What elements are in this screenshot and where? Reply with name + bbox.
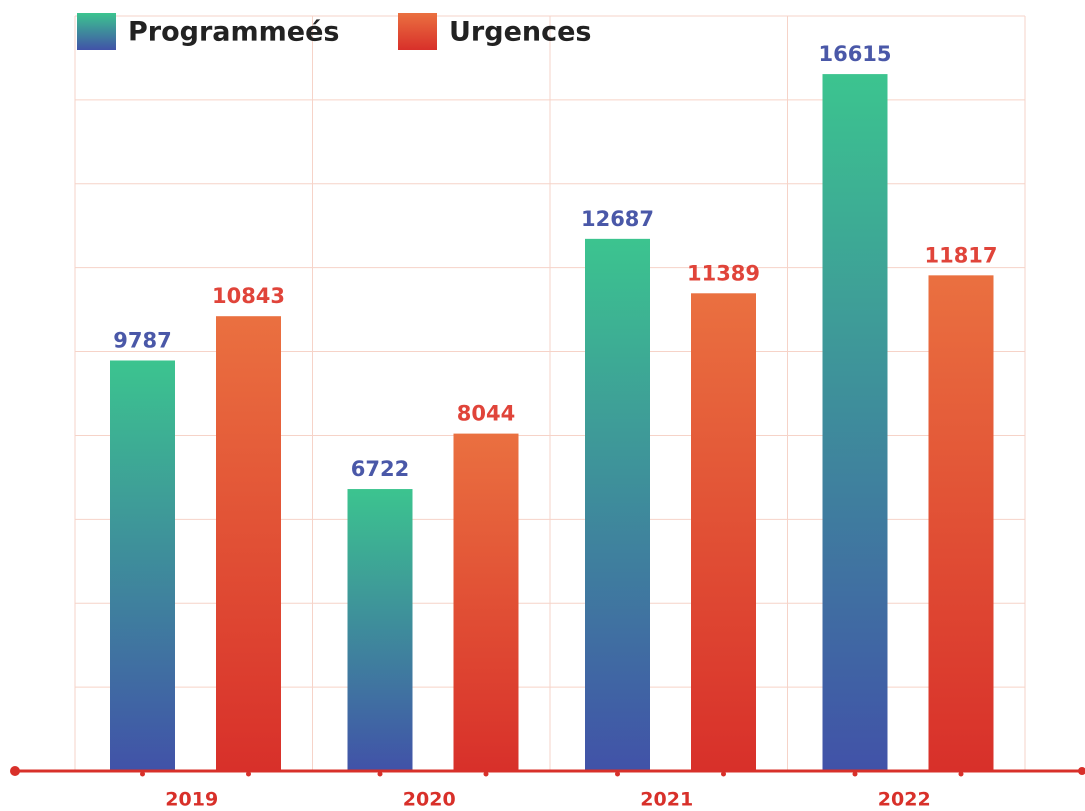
legend-label: Programmeés — [128, 17, 339, 48]
bar — [453, 433, 519, 771]
x-tick-label: 2022 — [878, 789, 931, 811]
x-tick-label: 2019 — [165, 789, 218, 811]
axis-dot — [615, 771, 620, 777]
bar — [110, 360, 175, 771]
axis-dot — [483, 771, 489, 777]
axis-dot — [958, 771, 964, 777]
data-label: 12687 — [581, 207, 654, 231]
data-label: 10843 — [212, 284, 285, 308]
bar — [585, 238, 650, 771]
axis-dot — [852, 771, 858, 777]
legend-swatch — [398, 13, 437, 50]
bar — [216, 316, 281, 771]
axis-dot — [10, 766, 20, 776]
legend-swatch — [77, 13, 116, 50]
bar — [347, 489, 413, 771]
axis-dot — [721, 771, 726, 777]
x-tick-label: 2021 — [640, 789, 693, 811]
data-label: 9787 — [113, 328, 171, 352]
x-tick-label: 2020 — [403, 789, 456, 811]
axis-dot — [377, 771, 383, 777]
bar — [928, 275, 994, 771]
axis-dot — [246, 771, 251, 777]
legend-label: Urgences — [449, 17, 592, 48]
data-label: 16615 — [818, 42, 891, 66]
data-label: 8044 — [457, 402, 515, 426]
axis-dot — [1078, 767, 1085, 775]
data-label: 6722 — [351, 457, 409, 481]
axis-dot — [140, 771, 145, 777]
bar — [691, 293, 756, 771]
bar — [822, 74, 888, 771]
data-label: 11817 — [924, 243, 997, 267]
data-label: 11389 — [687, 261, 760, 285]
